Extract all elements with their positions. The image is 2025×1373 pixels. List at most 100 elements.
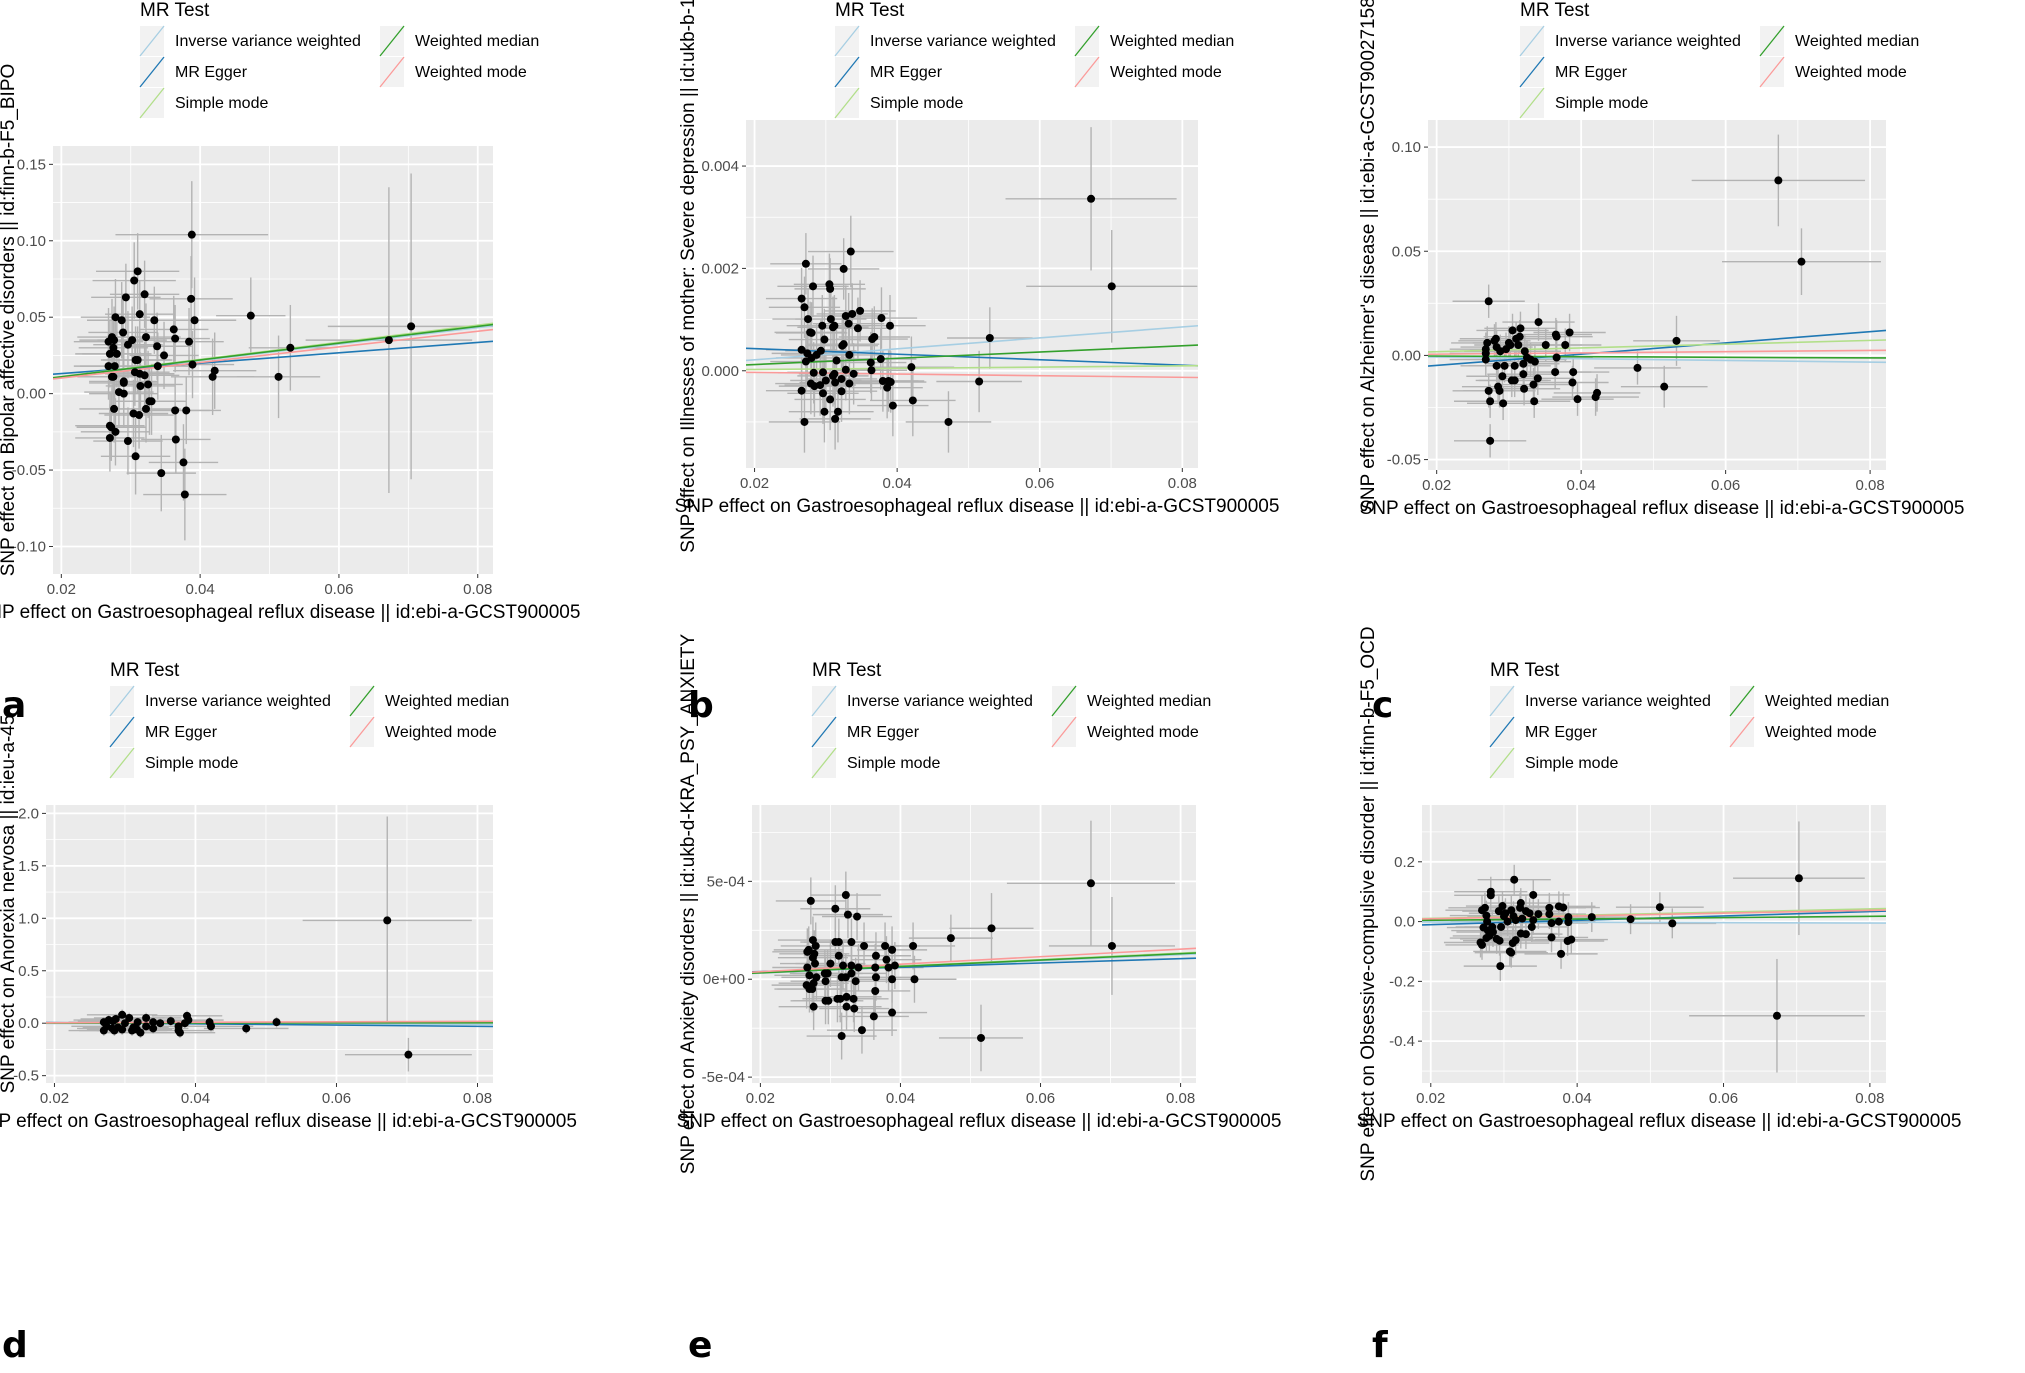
data-point (1545, 903, 1554, 912)
data-point (811, 941, 820, 950)
y-axis-title: SNP effect on Bipolar affective disorder… (0, 64, 19, 577)
data-point (841, 365, 850, 374)
x-axis-title: SNP effect on Gastroesophageal reflux di… (675, 496, 1280, 517)
legend-item: Weighted mode (349, 716, 497, 748)
data-point (883, 383, 892, 392)
data-point (1563, 937, 1572, 946)
data-point (1552, 353, 1561, 362)
data-point (886, 321, 895, 330)
legend-title: MR Test (1520, 0, 1590, 21)
data-point (128, 1026, 137, 1035)
data-point (1774, 176, 1783, 185)
data-point (809, 282, 818, 291)
legend-label: MR Egger (145, 724, 218, 741)
data-point (1633, 363, 1642, 372)
legend-label: Weighted median (415, 33, 539, 50)
x-tick-label: 0.08 (1166, 1090, 1195, 1107)
data-point (987, 924, 996, 933)
legend: MR Test Inverse variance weighted MR Egger… (1519, 0, 1919, 119)
y-tick-label: 0.00 (17, 386, 46, 403)
data-point (111, 313, 120, 322)
legend-item: MR Egger (139, 56, 248, 88)
data-point (175, 1028, 184, 1037)
data-point (1527, 922, 1536, 931)
data-point (166, 1017, 175, 1026)
plot-background (46, 805, 493, 1083)
panel-letter-f: f (1372, 1325, 1388, 1366)
legend-key-line (811, 685, 837, 717)
y-tick-label: -0.05 (12, 462, 46, 479)
regression-line-mr-egger (1428, 329, 1886, 367)
data-point (133, 267, 142, 276)
legend-key-line (1759, 25, 1785, 57)
data-point (1486, 397, 1495, 406)
data-point (841, 891, 850, 900)
data-point (818, 389, 827, 398)
x-tick-label: 0.06 (1711, 477, 1740, 494)
y-tick-label: -0.5 (13, 1068, 39, 1085)
data-point (856, 306, 865, 315)
legend-item: Simple mode (811, 747, 940, 779)
data-point (890, 961, 899, 970)
data-point (1507, 948, 1516, 957)
data-point (242, 1024, 251, 1033)
data-point (848, 309, 857, 318)
legend-label: Inverse variance weighted (847, 693, 1033, 710)
legend-key-line (1489, 685, 1515, 717)
data-point (1564, 918, 1573, 927)
chart-b: MR Test Inverse variance weighted MR Egger… (675, 0, 1280, 553)
data-point (871, 973, 880, 982)
x-tick-label: 0.02 (40, 1090, 69, 1107)
data-point (845, 379, 854, 388)
y-tick-label: -0.05 (1387, 452, 1421, 469)
data-point (828, 371, 837, 380)
data-point (210, 366, 219, 375)
panel-b: MR Test Inverse variance weighted MR Egger… (675, 0, 1360, 650)
legend-item: Weighted median (349, 685, 509, 717)
data-points (797, 194, 1116, 426)
data-point (1573, 395, 1582, 404)
data-point (105, 433, 114, 442)
y-axis-title: SNP effect on Alzheimer's disease || id:… (1358, 0, 1379, 513)
data-point (888, 945, 897, 954)
x-axis-title: SNP effect on Gastroesophageal reflux di… (677, 1111, 1282, 1132)
data-point (140, 371, 149, 380)
data-point (944, 417, 953, 426)
data-point (1499, 399, 1508, 408)
legend-key-line (139, 87, 165, 119)
regression-line-weighted-mode (752, 947, 1196, 973)
data-point (845, 350, 854, 359)
legend-item: Simple mode (109, 747, 238, 779)
data-point (1794, 874, 1803, 883)
data-point (140, 290, 149, 299)
legend-key-line (349, 685, 375, 717)
legend-label: Simple mode (1555, 95, 1648, 112)
data-point (853, 324, 862, 333)
legend-item: Inverse variance weighted (1519, 25, 1741, 57)
legend-key-line (349, 716, 375, 748)
data-point (110, 336, 119, 345)
x-tick-label: 0.02 (47, 581, 76, 598)
y-tick-label: 0.05 (17, 309, 46, 326)
data-point (826, 395, 835, 404)
data-point (121, 293, 130, 302)
data-point (1525, 909, 1534, 918)
y-tick-label: 0.002 (701, 260, 739, 277)
legend-label: Weighted median (385, 693, 509, 710)
y-tick-label: 0.2 (1394, 854, 1415, 871)
data-point (826, 284, 835, 293)
legend-key-line (834, 56, 860, 88)
data-point (1518, 914, 1527, 923)
data-point (118, 1025, 127, 1034)
regression-line-weighted-median (1422, 915, 1886, 922)
data-point (985, 334, 994, 343)
y-axis-title: SNP effect on Anorexia nervosa || id:ieu… (0, 715, 19, 1094)
data-point (1534, 910, 1543, 919)
legend-key-line (1729, 685, 1755, 717)
regression-line-weighted-median (1428, 355, 1886, 359)
legend-item: Inverse variance weighted (811, 685, 1033, 717)
data-point (1668, 919, 1677, 928)
data-point (1521, 930, 1530, 939)
data-point (818, 368, 827, 377)
data-point (171, 406, 180, 415)
